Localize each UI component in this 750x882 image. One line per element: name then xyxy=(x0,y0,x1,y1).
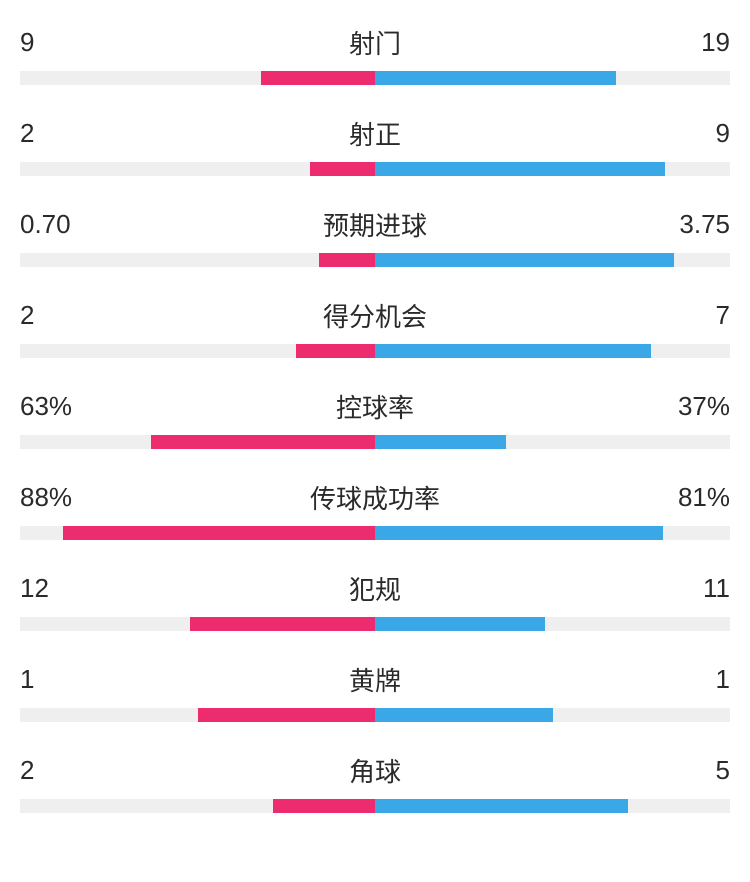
stat-bar-left-fill xyxy=(63,526,375,540)
stat-bar-right-fill xyxy=(375,435,506,449)
stat-bar-right-half xyxy=(375,708,730,722)
stat-bar-left-fill xyxy=(310,162,375,176)
stat-left-value: 2 xyxy=(20,755,100,786)
stat-bar-right-fill xyxy=(375,526,663,540)
stat-right-value: 3.75 xyxy=(650,209,730,240)
stat-right-value: 11 xyxy=(650,573,730,604)
stat-right-value: 1 xyxy=(650,664,730,695)
stat-bar-left-fill xyxy=(273,799,375,813)
stat-name: 传球成功率 xyxy=(100,479,650,516)
stats-list: 9 射门 19 2 射正 9 0.70 xyxy=(20,24,730,813)
stat-bar-right-half xyxy=(375,162,730,176)
stat-left-value: 2 xyxy=(20,300,100,331)
stat-name: 角球 xyxy=(100,752,650,789)
stat-bar-left-fill xyxy=(198,708,376,722)
stat-bar-left-fill xyxy=(296,344,375,358)
stat-bar-left-half xyxy=(20,799,375,813)
stat-labels: 2 射正 9 xyxy=(20,115,730,152)
stat-labels: 9 射门 19 xyxy=(20,24,730,61)
stat-labels: 88% 传球成功率 81% xyxy=(20,479,730,516)
stat-name: 预期进球 xyxy=(100,206,650,243)
stat-row: 0.70 预期进球 3.75 xyxy=(20,206,730,267)
stat-labels: 12 犯规 11 xyxy=(20,570,730,607)
stat-name: 犯规 xyxy=(100,570,650,607)
stat-row: 1 黄牌 1 xyxy=(20,661,730,722)
stat-bar-left-fill xyxy=(261,71,375,85)
stat-right-value: 81% xyxy=(650,482,730,513)
stat-name: 得分机会 xyxy=(100,297,650,334)
stat-bar-right-fill xyxy=(375,708,553,722)
stat-bar-right-fill xyxy=(375,162,665,176)
stat-row: 2 得分机会 7 xyxy=(20,297,730,358)
stat-labels: 1 黄牌 1 xyxy=(20,661,730,698)
stat-right-value: 19 xyxy=(650,27,730,58)
stat-bar-left-half xyxy=(20,162,375,176)
stat-right-value: 7 xyxy=(650,300,730,331)
stat-bar-track xyxy=(20,71,730,85)
stat-bar-track xyxy=(20,708,730,722)
stat-bar-right-fill xyxy=(375,253,674,267)
stat-row: 2 射正 9 xyxy=(20,115,730,176)
stat-bar-left-fill xyxy=(151,435,375,449)
stat-labels: 2 得分机会 7 xyxy=(20,297,730,334)
stat-bar-left-half xyxy=(20,435,375,449)
stat-bar-right-half xyxy=(375,253,730,267)
stat-bar-track xyxy=(20,526,730,540)
stat-row: 88% 传球成功率 81% xyxy=(20,479,730,540)
stat-left-value: 2 xyxy=(20,118,100,149)
stat-bar-track xyxy=(20,162,730,176)
stat-bar-left-half xyxy=(20,71,375,85)
stat-bar-right-fill xyxy=(375,344,651,358)
stat-labels: 63% 控球率 37% xyxy=(20,388,730,425)
stat-name: 黄牌 xyxy=(100,661,650,698)
stat-bar-right-half xyxy=(375,799,730,813)
stat-bar-track xyxy=(20,253,730,267)
stat-bar-right-half xyxy=(375,435,730,449)
stat-labels: 0.70 预期进球 3.75 xyxy=(20,206,730,243)
stat-bar-track xyxy=(20,617,730,631)
stat-bar-left-half xyxy=(20,617,375,631)
stat-left-value: 63% xyxy=(20,391,100,422)
stat-right-value: 37% xyxy=(650,391,730,422)
stat-bar-left-half xyxy=(20,708,375,722)
stat-right-value: 9 xyxy=(650,118,730,149)
stat-bar-track xyxy=(20,344,730,358)
stat-left-value: 1 xyxy=(20,664,100,695)
stat-bar-left-fill xyxy=(190,617,375,631)
stat-bar-right-half xyxy=(375,71,730,85)
stat-row: 12 犯规 11 xyxy=(20,570,730,631)
stat-bar-track xyxy=(20,799,730,813)
stat-bar-right-fill xyxy=(375,71,616,85)
stat-bar-right-fill xyxy=(375,617,545,631)
stat-labels: 2 角球 5 xyxy=(20,752,730,789)
stat-bar-right-half xyxy=(375,344,730,358)
stat-bar-left-half xyxy=(20,253,375,267)
stat-left-value: 88% xyxy=(20,482,100,513)
stat-bar-right-half xyxy=(375,617,730,631)
stat-row: 9 射门 19 xyxy=(20,24,730,85)
stat-bar-left-fill xyxy=(319,253,375,267)
stat-row: 2 角球 5 xyxy=(20,752,730,813)
stat-name: 射门 xyxy=(100,24,650,61)
stat-bar-track xyxy=(20,435,730,449)
stat-right-value: 5 xyxy=(650,755,730,786)
stat-name: 控球率 xyxy=(100,388,650,425)
stat-bar-right-fill xyxy=(375,799,628,813)
stat-row: 63% 控球率 37% xyxy=(20,388,730,449)
stat-bar-left-half xyxy=(20,526,375,540)
stat-bar-right-half xyxy=(375,526,730,540)
stat-left-value: 0.70 xyxy=(20,209,100,240)
stat-name: 射正 xyxy=(100,115,650,152)
stat-left-value: 12 xyxy=(20,573,100,604)
stat-left-value: 9 xyxy=(20,27,100,58)
stat-bar-left-half xyxy=(20,344,375,358)
